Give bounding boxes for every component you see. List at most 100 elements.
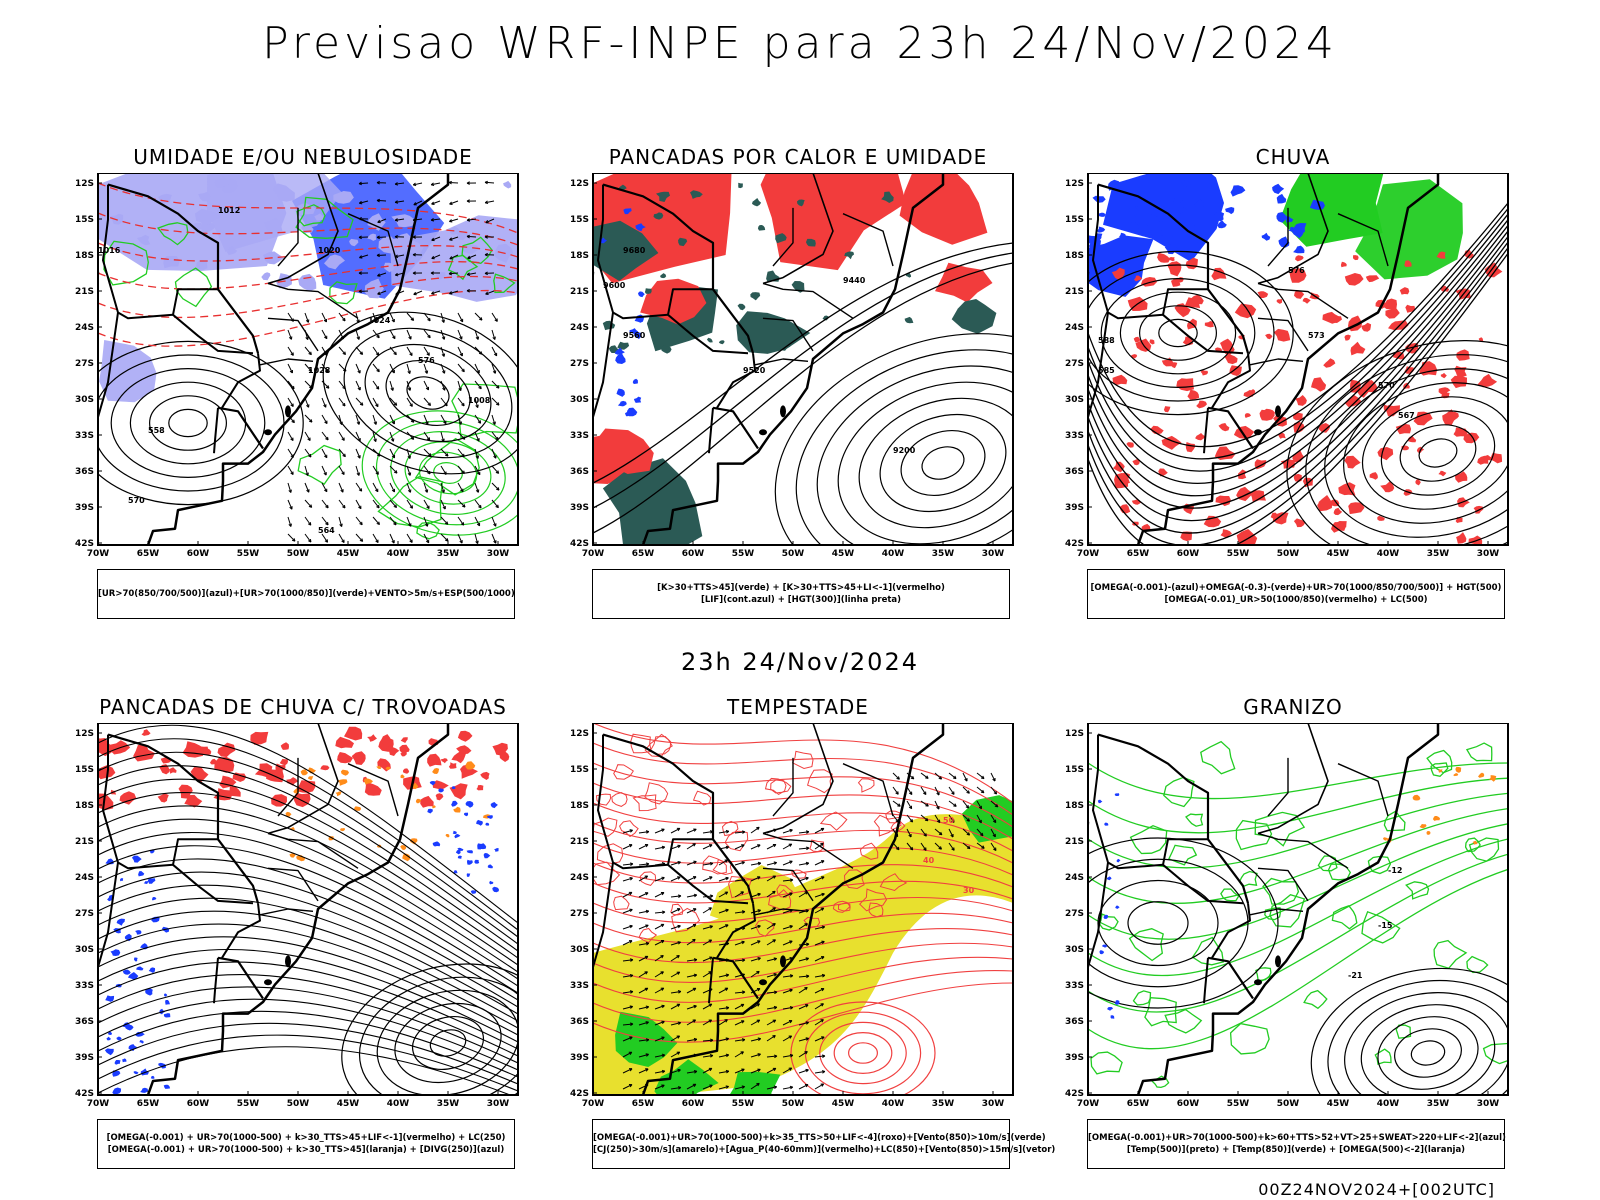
wind-vector xyxy=(788,1035,793,1039)
wind-vector xyxy=(670,971,680,978)
wind-vector xyxy=(638,1053,649,1058)
wind-vector xyxy=(976,814,982,824)
wind-vector xyxy=(654,828,665,834)
wind-vector xyxy=(391,488,396,493)
shaded-area xyxy=(1477,373,1498,388)
shaded-area xyxy=(432,780,449,790)
shaded-area xyxy=(1293,245,1305,254)
wind-vector xyxy=(622,1036,633,1042)
wind-vector xyxy=(645,1021,649,1025)
wind-vector xyxy=(287,448,294,458)
wind-vector xyxy=(660,940,665,944)
shaded-area xyxy=(1270,512,1279,520)
row2-subtitle: 23h 24/Nov/2024 xyxy=(680,648,919,676)
wind-vector xyxy=(476,438,480,442)
contour-label: 576 xyxy=(418,356,435,365)
shaded-area xyxy=(1436,251,1446,259)
state-line xyxy=(1267,757,1289,817)
wind-vector xyxy=(740,1003,745,1008)
contour-line xyxy=(1310,967,1508,1095)
map-plot: 57657357056758858512S15S18S21S24S27S30S3… xyxy=(1065,173,1509,559)
contour-label: 576 xyxy=(1288,266,1305,275)
wind-vector xyxy=(920,814,929,822)
wind-vector xyxy=(978,819,982,824)
shaded-area xyxy=(427,808,433,814)
shaded-area xyxy=(157,222,189,246)
wind-vector xyxy=(814,827,825,834)
border-line xyxy=(1211,353,1251,409)
shaded-area xyxy=(139,1040,144,1044)
wind-vector xyxy=(789,1053,794,1058)
lat-tick-label: 39S xyxy=(1065,503,1084,513)
shaded-area xyxy=(593,428,654,474)
wind-vector xyxy=(325,368,329,373)
shaded-area xyxy=(728,875,753,899)
wind-vector xyxy=(372,414,377,425)
lat-tick-label: 42S xyxy=(570,1089,589,1099)
wind-vector xyxy=(457,516,465,526)
shaded-area xyxy=(464,812,469,817)
shaded-area xyxy=(335,736,354,749)
contour-line xyxy=(1286,340,1508,545)
wind-vector xyxy=(391,370,395,374)
lon-tick-label: 60W xyxy=(187,549,210,559)
legend-line: [OMEGA(-0.001)+UR>70(1000-500)+k>60+TTS>… xyxy=(1088,1133,1506,1143)
wind-vector xyxy=(660,987,665,991)
wind-vector xyxy=(406,448,411,459)
wind-vector xyxy=(425,539,430,544)
wind-vector xyxy=(976,842,985,849)
wind-vector xyxy=(622,974,633,978)
lon-tick-label: 55W xyxy=(732,1099,755,1109)
wind-vector xyxy=(920,786,927,795)
legend-line: [OMEGA(-0.001)+UR>70(1000-500)+k>35_TTS>… xyxy=(593,1133,1046,1143)
border-line xyxy=(102,734,174,870)
wind-vector xyxy=(495,470,500,474)
shaded-area xyxy=(1088,235,1154,297)
wind-vector xyxy=(654,1021,665,1026)
map-plot: 96809600952094409200956012S15S18S21S24S2… xyxy=(570,173,1014,559)
contour-line xyxy=(1380,410,1496,496)
shaded-area xyxy=(198,191,211,202)
shaded-area xyxy=(403,768,410,774)
wind-vector xyxy=(660,923,665,928)
wind-vector xyxy=(629,940,633,944)
shaded-area xyxy=(1455,767,1462,773)
shaded-area xyxy=(198,746,209,754)
wind-vector xyxy=(287,465,294,475)
wind-vector xyxy=(441,353,446,357)
lon-tick-label: 45W xyxy=(832,549,855,559)
wind-vector xyxy=(372,482,379,493)
wind-vector xyxy=(466,181,470,185)
wind-vector xyxy=(449,290,459,295)
wind-vector xyxy=(324,454,328,459)
wind-vector xyxy=(782,1067,792,1074)
shaded-area xyxy=(1092,195,1106,203)
shaded-area xyxy=(1438,470,1447,477)
panel-title: PANCADAS DE CHUVA C/ TROVOADAS xyxy=(99,695,507,719)
shaded-area xyxy=(499,751,510,762)
shaded-area xyxy=(1136,223,1149,231)
wind-vector xyxy=(395,182,405,185)
shaded-area xyxy=(1128,928,1164,962)
wind-vector xyxy=(757,1053,761,1057)
wind-vector xyxy=(693,1004,697,1009)
wind-vector xyxy=(358,235,362,240)
wind-vector xyxy=(406,363,411,374)
wind-vector xyxy=(644,875,649,879)
wind-vector xyxy=(426,505,430,510)
lagoon xyxy=(285,955,291,968)
wind-vector xyxy=(376,180,380,185)
shaded-area xyxy=(178,784,193,799)
wind-vector xyxy=(390,438,395,442)
shaded-area xyxy=(150,1075,155,1079)
shaded-area xyxy=(1482,1042,1508,1065)
wind-vector xyxy=(409,539,413,543)
wind-vector xyxy=(372,346,380,356)
shaded-area xyxy=(402,853,411,862)
border-line xyxy=(1207,956,1254,1000)
wind-vector xyxy=(423,329,431,339)
shaded-area xyxy=(141,729,151,736)
wind-vector xyxy=(948,786,955,795)
shaded-area xyxy=(1229,365,1242,376)
border-line xyxy=(221,903,261,959)
